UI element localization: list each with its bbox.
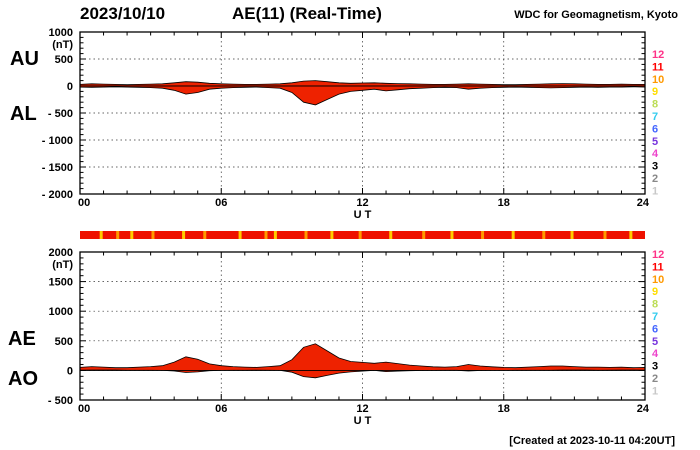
index-label-al: AL <box>10 103 37 125</box>
quality-bar <box>80 231 645 239</box>
legend-station-count: 1 <box>652 185 658 197</box>
legend-station-count: 3 <box>652 161 658 173</box>
quality-bar-tick <box>182 231 186 239</box>
quality-bar-tick <box>450 231 454 239</box>
legend-station-count: 9 <box>652 86 658 98</box>
y-tick-label: 0 <box>67 81 73 93</box>
y-tick-label: 1000 <box>49 306 73 318</box>
y-tick-label: - 1000 <box>42 135 73 147</box>
index-label-au: AU <box>10 48 39 70</box>
trace-AL <box>79 85 646 106</box>
quality-bar-tick <box>238 231 242 239</box>
quality-bar-tick <box>151 231 155 239</box>
legend-station-count: 12 <box>652 249 664 261</box>
quality-bar-tick <box>481 231 485 239</box>
x-tick-label: 06 <box>215 403 227 415</box>
legend-station-count: 10 <box>652 274 664 286</box>
legend-station-count: 7 <box>652 311 658 323</box>
legend-station-count: 7 <box>652 111 658 123</box>
plot-date: 2023/10/10 <box>80 4 166 23</box>
panel-frame <box>79 31 646 195</box>
y-tick-label: 500 <box>55 54 73 66</box>
plot-title: AE(11) (Real-Time) <box>232 4 382 23</box>
trace-AU <box>79 80 646 87</box>
x-tick-label: 12 <box>356 403 368 415</box>
x-tick-label: 00 <box>78 403 90 415</box>
trace-AE <box>79 343 646 371</box>
legend-station-count: 9 <box>652 286 658 298</box>
quality-bar-tick <box>389 231 393 239</box>
x-tick-label: 06 <box>215 197 227 209</box>
x-tick-label: 12 <box>356 197 368 209</box>
legend-station-count: 4 <box>652 148 659 160</box>
quality-bar-tick <box>330 231 334 239</box>
y-tick-label: - 2000 <box>42 189 73 201</box>
index-label-ae: AE <box>8 328 36 350</box>
quality-bar-tick <box>203 231 207 239</box>
quality-bar-tick <box>570 231 574 239</box>
x-tick-label: 18 <box>498 197 510 209</box>
index-label-ao: AO <box>8 368 38 390</box>
y-unit-label: (nT) <box>52 39 73 51</box>
data-source-label: WDC for Geomagnetism, Kyoto <box>514 9 678 21</box>
x-tick-label: 24 <box>637 403 650 415</box>
quality-bar-tick <box>264 231 268 239</box>
legend-station-count: 6 <box>652 323 658 335</box>
x-axis-title: U T <box>354 415 372 427</box>
quality-bar-tick <box>116 231 120 239</box>
legend-station-count: 2 <box>652 373 658 385</box>
quality-bar-tick <box>603 231 607 239</box>
quality-bar-tick <box>130 231 134 239</box>
legend-station-count: 12 <box>652 49 664 61</box>
legend-station-count: 8 <box>652 99 658 111</box>
x-tick-label: 24 <box>637 197 650 209</box>
y-tick-label: - 500 <box>48 395 73 407</box>
quality-bar-tick <box>629 231 633 239</box>
created-timestamp: [Created at 2023-10-11 04:20UT] <box>509 435 675 447</box>
x-tick-label: 00 <box>78 197 90 209</box>
legend-station-count: 8 <box>652 299 658 311</box>
legend-station-count: 10 <box>652 74 664 86</box>
y-tick-label: 1000 <box>49 27 73 39</box>
quality-bar-tick <box>422 231 426 239</box>
y-tick-label: 500 <box>55 336 73 348</box>
legend-station-count: 1 <box>652 385 658 397</box>
x-axis-title: U T <box>354 209 372 221</box>
legend-station-count: 11 <box>652 61 664 73</box>
y-tick-label: 2000 <box>49 247 73 259</box>
legend-station-count: 4 <box>652 348 659 360</box>
quality-bar-tick <box>511 231 515 239</box>
legend-station-count: 6 <box>652 123 658 135</box>
quality-bar-tick <box>99 231 103 239</box>
quality-bar-tick <box>304 231 308 239</box>
y-unit-label: (nT) <box>52 259 73 271</box>
panel-frame <box>79 251 646 401</box>
legend-station-count: 5 <box>652 336 658 348</box>
legend-station-count: 3 <box>652 361 658 373</box>
legend-station-count: 2 <box>652 173 658 185</box>
legend-station-count: 11 <box>652 261 664 273</box>
y-tick-label: 1500 <box>49 277 73 289</box>
legend-station-count: 5 <box>652 136 658 148</box>
y-tick-label: - 500 <box>48 108 73 120</box>
quality-bar-tick <box>273 231 277 239</box>
x-tick-label: 18 <box>498 403 510 415</box>
y-tick-label: 0 <box>67 365 73 377</box>
quality-bar-tick <box>358 231 362 239</box>
quality-bar-tick <box>542 231 546 239</box>
y-tick-label: - 1500 <box>42 162 73 174</box>
